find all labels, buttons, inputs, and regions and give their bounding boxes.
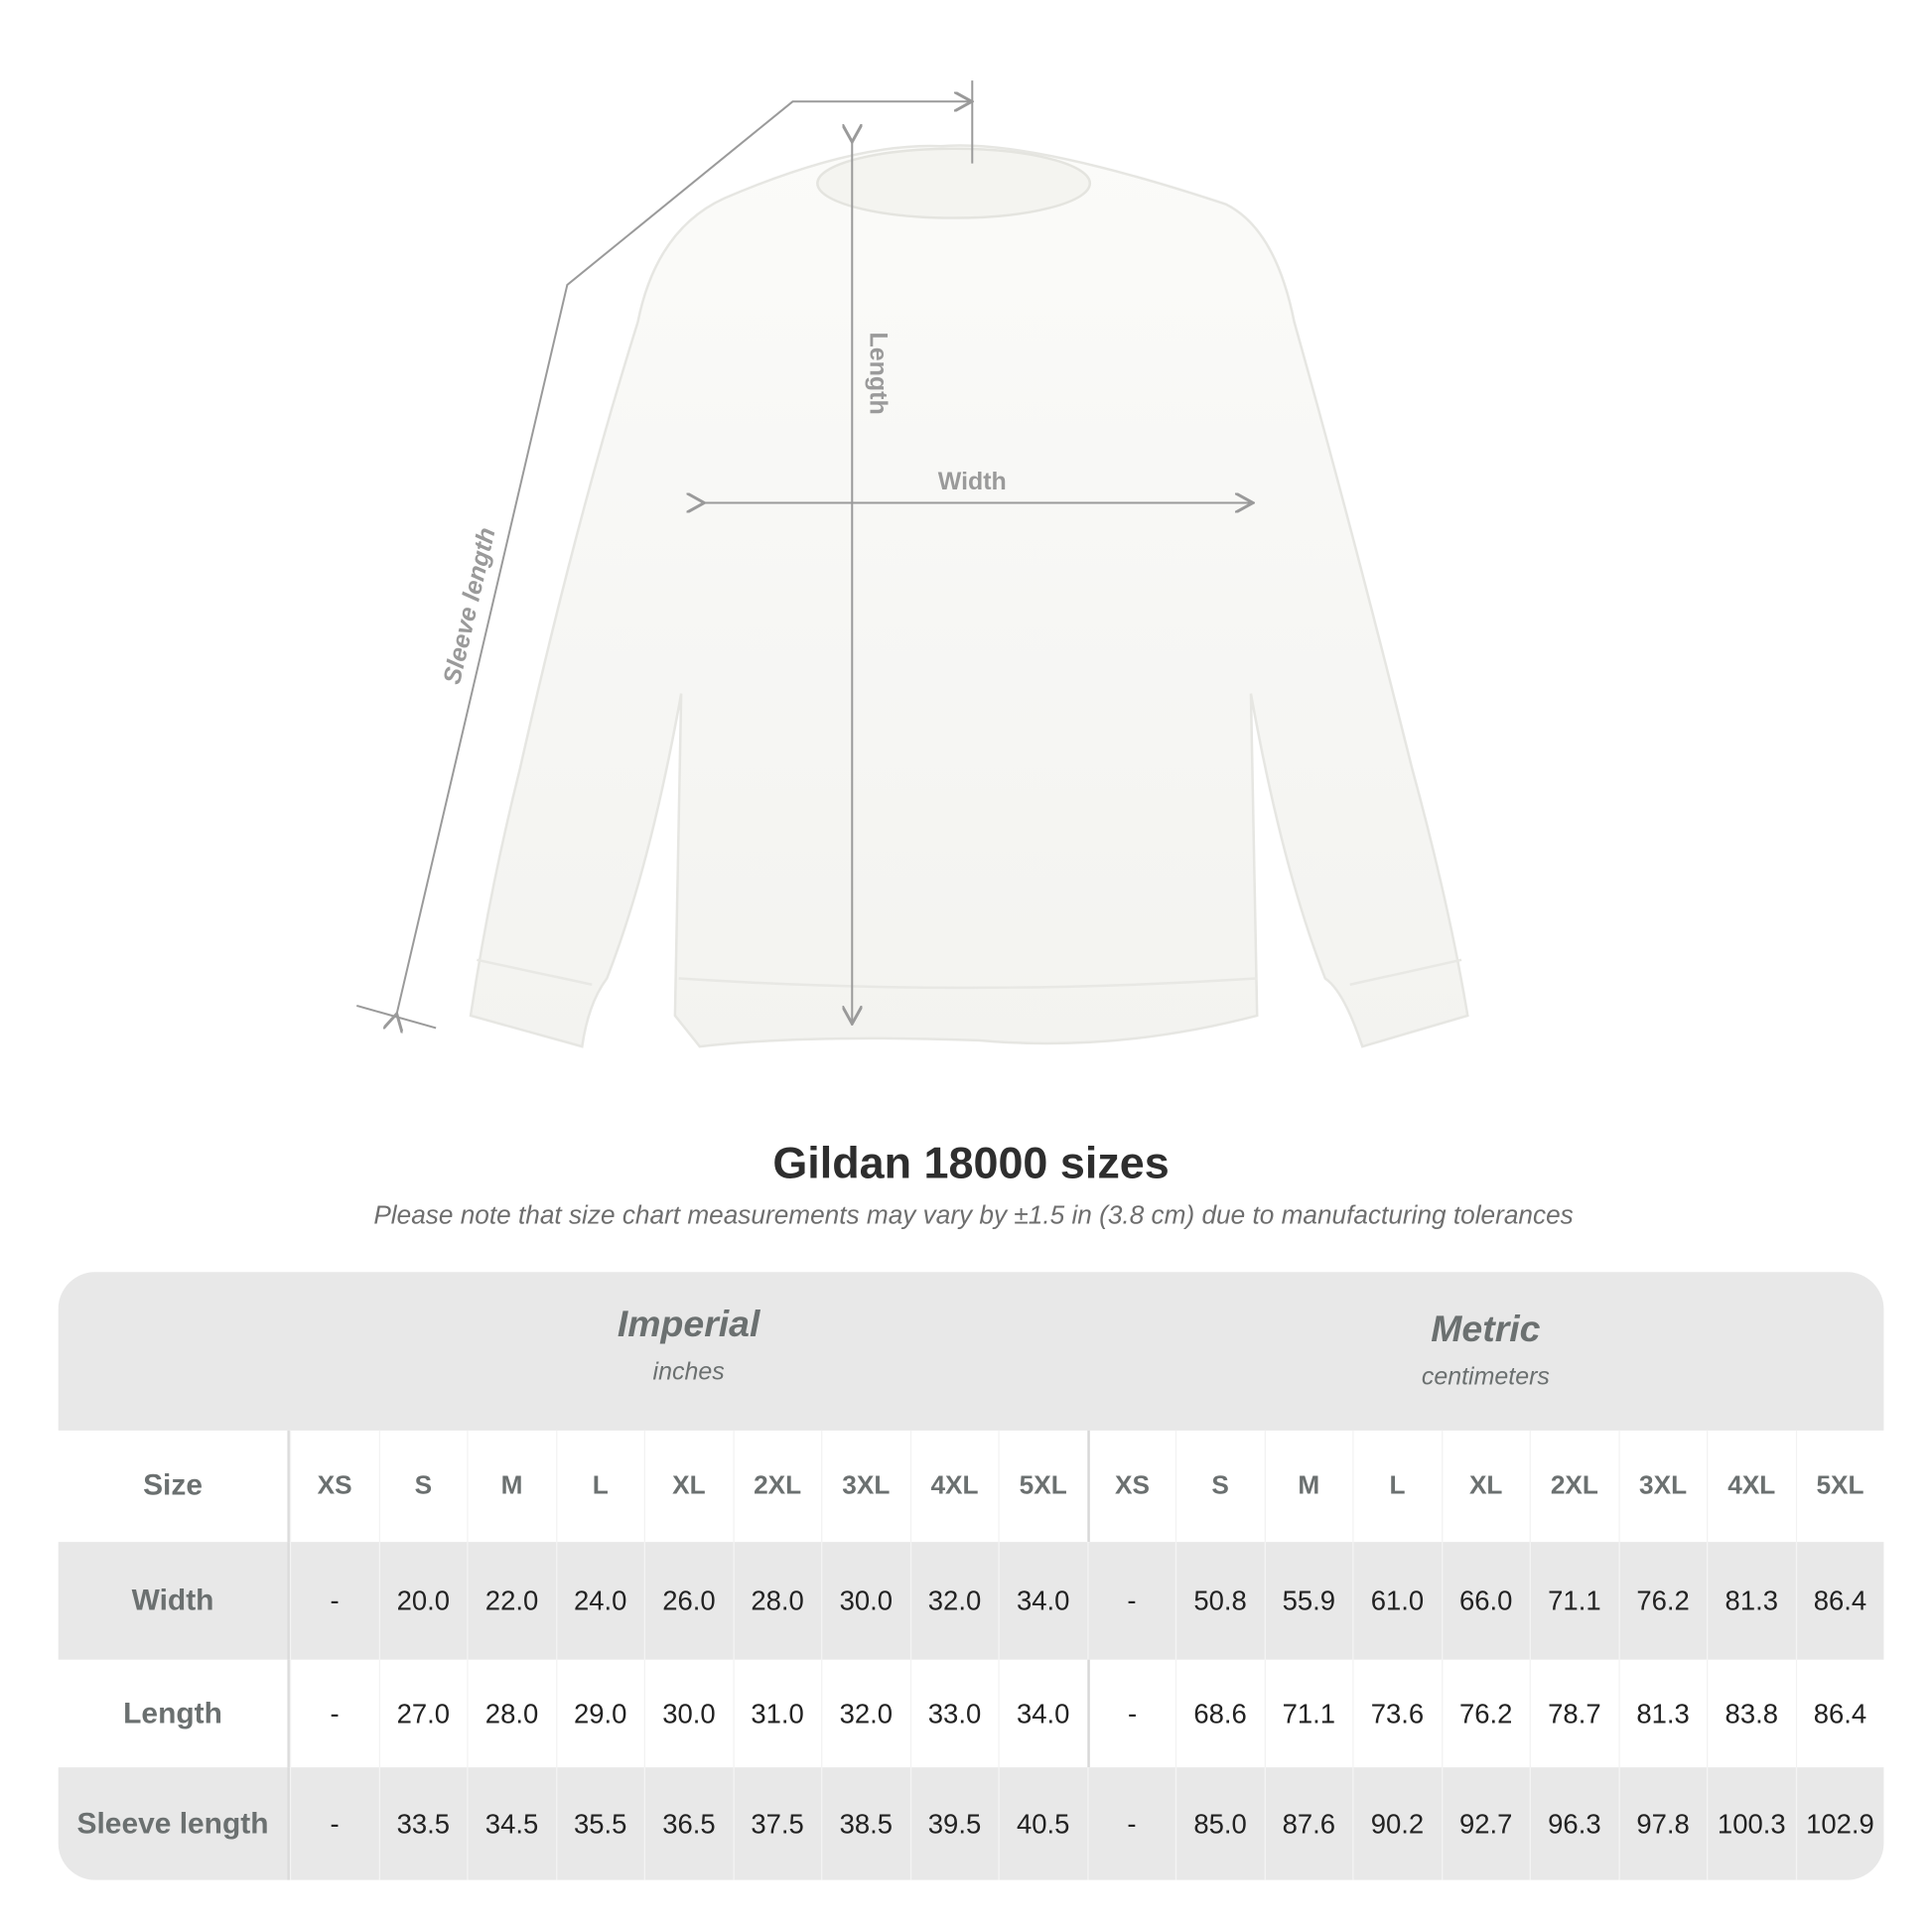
table-cell: 86.4 <box>1795 1659 1883 1768</box>
table-cell: 26.0 <box>643 1542 733 1660</box>
table-cell: 100.3 <box>1707 1767 1795 1880</box>
table-row: Length -27.0 28.0 29.0 30.0 31.0 32.0 33.0 34.0-… <box>59 1659 1884 1768</box>
table-cell: 76.2 <box>1441 1659 1529 1768</box>
table-cell: 96.3 <box>1529 1767 1618 1880</box>
metric-title: Metric <box>1431 1309 1541 1350</box>
table-cell: 40.5 <box>998 1767 1086 1880</box>
row-label: Sleeve length <box>59 1767 290 1880</box>
table-cell: 90.2 <box>1352 1767 1441 1880</box>
table-cell: - <box>289 1659 378 1768</box>
size-header-cell: XS <box>289 1430 378 1543</box>
table-cell: 31.0 <box>732 1659 821 1768</box>
table-cell: 32.0 <box>909 1542 998 1660</box>
width-label: Width <box>937 468 1007 495</box>
table-cell: 81.3 <box>1707 1542 1795 1660</box>
size-header-cell: 4XL <box>909 1430 998 1543</box>
page-title: Gildan 18000 sizes <box>772 1137 1170 1188</box>
imperial-header: Imperial inches <box>290 1305 1087 1388</box>
table-cell: 71.1 <box>1264 1659 1352 1768</box>
table-cell: 86.4 <box>1795 1542 1883 1660</box>
table-cell: 102.9 <box>1795 1767 1883 1880</box>
row-label: Width <box>59 1542 290 1660</box>
size-header-cell: XL <box>1441 1430 1529 1543</box>
size-header-cell: L <box>1352 1430 1441 1543</box>
size-row: Size XS S M L XL 2XL 3XL 4XL 5XL XS S M L XL 2XL 3XL 4XL… <box>59 1430 1884 1543</box>
metric-unit: centimeters <box>1421 1363 1550 1391</box>
table-cell: 27.0 <box>378 1659 467 1768</box>
table-cell: 55.9 <box>1264 1542 1352 1660</box>
row-label: Length <box>59 1659 290 1768</box>
size-header-cell: 5XL <box>998 1430 1086 1543</box>
table-cell: - <box>289 1542 378 1660</box>
table-cell: 50.8 <box>1174 1542 1264 1660</box>
imperial-unit: inches <box>652 1358 725 1386</box>
size-header-cell: M <box>1264 1430 1352 1543</box>
table-cell: 30.0 <box>643 1659 733 1768</box>
table-cell: 32.0 <box>821 1659 909 1768</box>
table-cell: 34.0 <box>998 1659 1086 1768</box>
table-cell: 38.5 <box>821 1767 909 1880</box>
table-cell: - <box>1086 1659 1175 1768</box>
size-label: Size <box>59 1430 290 1543</box>
table-cell: 97.8 <box>1617 1767 1707 1880</box>
sleeve-length-line <box>396 101 970 1016</box>
size-header-cell: S <box>378 1430 467 1543</box>
size-header-cell: M <box>467 1430 555 1543</box>
table-cell: 76.2 <box>1617 1542 1707 1660</box>
table-cell: 20.0 <box>378 1542 467 1660</box>
table-cell: 22.0 <box>467 1542 555 1660</box>
table-cell: 39.5 <box>909 1767 998 1880</box>
size-header-cell: 2XL <box>1529 1430 1618 1543</box>
size-header-cell: 3XL <box>1617 1430 1707 1543</box>
tolerance-note: Please note that size chart measurements… <box>373 1201 1574 1230</box>
table-cell: 68.6 <box>1174 1659 1264 1768</box>
table-cell: 33.5 <box>378 1767 467 1880</box>
size-header-cell: 2XL <box>732 1430 821 1543</box>
table-cell: 71.1 <box>1529 1542 1618 1660</box>
table-cell: 66.0 <box>1441 1542 1529 1660</box>
table-cell: 34.0 <box>998 1542 1086 1660</box>
imperial-title: Imperial <box>617 1304 760 1345</box>
table-cell: 37.5 <box>732 1767 821 1880</box>
table-cell: 83.8 <box>1707 1659 1795 1768</box>
table-cell: 81.3 <box>1617 1659 1707 1768</box>
table-header <box>58 1272 1884 1431</box>
table-cell: 34.5 <box>467 1767 555 1880</box>
sweatshirt-diagram <box>356 80 1469 1048</box>
size-header-cell: XS <box>1086 1430 1175 1543</box>
table-cell: 33.0 <box>909 1659 998 1768</box>
table-cell: 28.0 <box>732 1542 821 1660</box>
table-cell: - <box>1086 1542 1175 1660</box>
table-cell: - <box>1086 1767 1175 1880</box>
table-cell: 87.6 <box>1264 1767 1352 1880</box>
sweatshirt-image <box>469 144 1469 1048</box>
table-cell: 29.0 <box>555 1659 644 1768</box>
size-header-cell: 3XL <box>821 1430 909 1543</box>
table-cell: - <box>289 1767 378 1880</box>
size-header-cell: 4XL <box>1707 1430 1795 1543</box>
size-header-cell: 5XL <box>1795 1430 1883 1543</box>
table-cell: 28.0 <box>467 1659 555 1768</box>
size-chart-table: Imperial inches Metric centimeters Size … <box>58 1272 1884 1880</box>
table-cell: 24.0 <box>555 1542 644 1660</box>
table-cell: 73.6 <box>1352 1659 1441 1768</box>
table-cell: 85.0 <box>1174 1767 1264 1880</box>
size-header-cell: S <box>1174 1430 1264 1543</box>
table-row: Sleeve length -33.5 34.5 35.5 36.5 37.5 38.5 39… <box>58 1767 1884 1880</box>
length-label: Length <box>864 332 892 415</box>
table-cell: 35.5 <box>555 1767 644 1880</box>
table-cell: 92.7 <box>1441 1767 1529 1880</box>
metric-header: Metric centimeters <box>1087 1310 1883 1393</box>
table-cell: 78.7 <box>1529 1659 1618 1768</box>
size-header-cell: XL <box>643 1430 733 1543</box>
table-row: Width -20.0 22.0 24.0 26.0 28.0 30.0 32.0 34.0-5… <box>58 1542 1884 1660</box>
table-cell: 61.0 <box>1352 1542 1441 1660</box>
size-header-cell: L <box>555 1430 644 1543</box>
table-cell: 36.5 <box>643 1767 733 1880</box>
table-cell: 30.0 <box>821 1542 909 1660</box>
